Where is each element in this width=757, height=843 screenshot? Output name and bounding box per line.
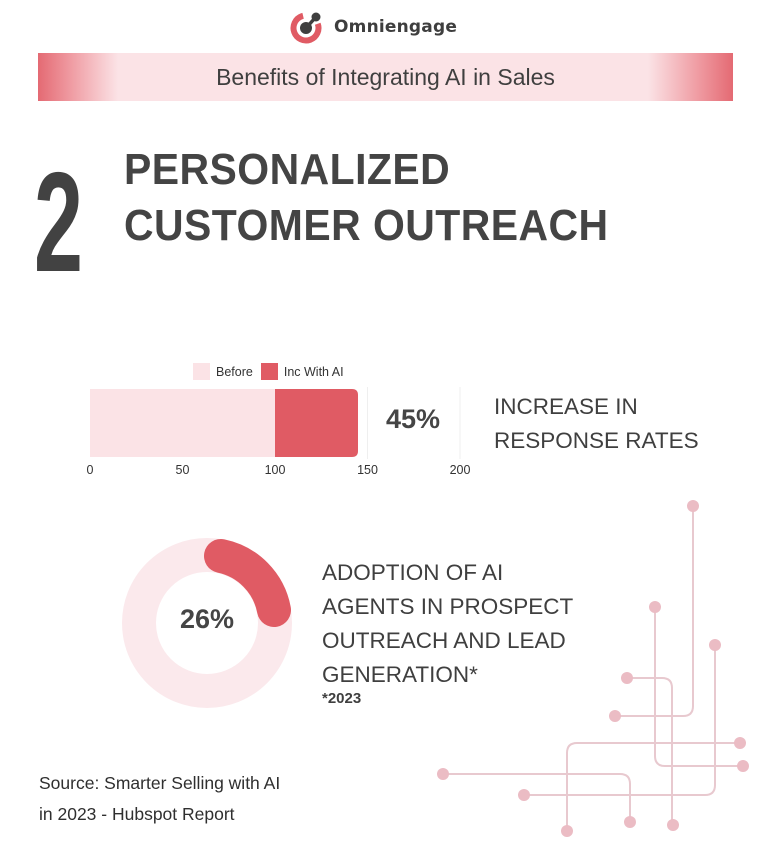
bar-before [90,389,275,457]
section-title: PERSONALIZED CUSTOMER OUTREACH [124,142,645,254]
x-tick-0: 0 [86,463,94,477]
legend-item-inc-with-ai: Inc With AI [260,363,344,380]
donut-description-line3: OUTREACH AND LEAD [322,628,566,653]
donut-description-line4: GENERATION* [322,662,478,687]
header-banner: Benefits of Integrating AI in Sales [38,53,733,101]
bar-inc-with-ai [275,389,358,457]
banner-texture-right [648,53,733,101]
legend-label-inc-with-ai: Inc With AI [283,364,344,379]
brand-name: Omniengage [334,17,458,37]
banner-title: Benefits of Integrating AI in Sales [216,64,555,90]
source-line2: in 2023 - Hubspot Report [39,804,235,824]
source-line1: Source: Smarter Selling with AI [39,773,281,793]
x-tick-150: 150 [357,463,378,477]
donut-description-line2: AGENTS IN PROSPECT [322,594,574,619]
legend-swatch-before [193,363,210,380]
bar-stat-description-line2: RESPONSE RATES [494,428,699,453]
legend-swatch-inc-with-ai [260,363,278,380]
donut-description-line1: ADOPTION OF AI [322,560,504,585]
bar-stat-description: INCREASE IN RESPONSE RATES [494,390,699,458]
legend-item-before: Before [193,363,253,380]
donut-value: 26% [179,604,235,634]
omniengage-logo-icon [290,12,322,44]
legend-label-before: Before [216,364,253,379]
donut-chart [122,538,292,708]
banner-texture-left [38,53,118,101]
donut-description: ADOPTION OF AI AGENTS IN PROSPECT OUTREA… [322,556,573,692]
bar-chart-legend: Before Inc With AI [193,363,352,380]
section-title-line2: CUSTOMER OUTREACH [124,201,609,250]
source-citation: Source: Smarter Selling with AI in 2023 … [39,768,280,830]
donut-arc [204,539,291,627]
section-title-line1: PERSONALIZED [124,145,451,194]
section-number: 2 [34,143,83,302]
donut-footnote: *2023 [322,690,362,707]
brand-logo: Omniengage [290,10,457,44]
bar-stat-value: 45% [386,404,441,434]
x-tick-50: 50 [175,463,190,477]
x-tick-100: 100 [264,463,286,477]
bar-stat-description-line1: INCREASE IN [494,394,638,419]
x-tick-200: 200 [449,463,471,477]
